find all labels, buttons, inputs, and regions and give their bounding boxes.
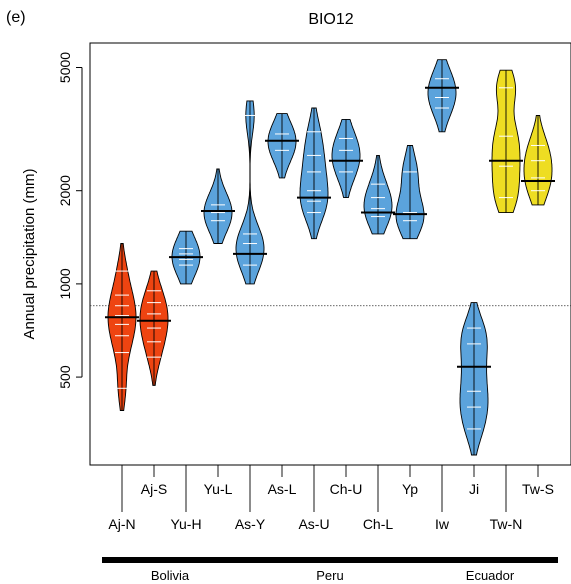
- plot-frame: [89, 42, 571, 466]
- group-bar-peru: [230, 557, 430, 563]
- group-bar-bolivia: [102, 557, 238, 563]
- bean-as-u: [297, 107, 331, 240]
- bean-tw-n: [489, 69, 523, 214]
- x-tick-label-aj-s: Aj-S: [141, 481, 167, 497]
- x-tick-label-ch-u: Ch-U: [330, 481, 363, 497]
- x-tick-label-iw: Iw: [435, 516, 450, 532]
- bean-aj-n: [105, 243, 139, 411]
- panel-label: (e): [6, 9, 26, 26]
- x-tick-label-ji: Ji: [469, 481, 479, 497]
- bean-aj-s: [137, 270, 171, 386]
- country-group-bars: Bolivia Peru Ecuador: [102, 557, 558, 583]
- group-label-ecuador: Ecuador: [466, 568, 515, 583]
- x-tick-label-yu-l: Yu-L: [204, 481, 233, 497]
- bean-yp: [393, 145, 427, 240]
- x-tick-label-as-l: As-L: [268, 481, 297, 497]
- bean-as-y: [233, 100, 267, 285]
- beans-layer: [105, 59, 555, 456]
- bean-yu-h: [169, 230, 203, 285]
- x-axis: Aj-N Aj-S Yu-H Yu-L As-Y As-L As-U Ch-U Ch-L Yp Iw…: [108, 465, 554, 532]
- bean-as-l: [265, 113, 299, 179]
- bean-ch-l: [361, 154, 395, 235]
- x-tick-label-yp: Yp: [402, 481, 418, 497]
- x-tick-label-aj-n: Aj-N: [108, 516, 135, 532]
- bean-yu-l: [201, 168, 235, 244]
- y-tick-label-5000: 5000: [57, 52, 73, 83]
- y-axis-label: Annual precipitation (mm): [21, 169, 38, 340]
- group-bar-ecuador: [422, 557, 558, 563]
- y-tick-label-1000: 1000: [57, 268, 73, 299]
- x-tick-label-yu-h: Yu-H: [170, 516, 201, 532]
- y-axis: 500 1000 2000 5000: [57, 52, 83, 389]
- chart-title: BIO12: [308, 11, 353, 28]
- bean-iw: [425, 59, 459, 133]
- x-tick-label-ch-l: Ch-L: [363, 516, 394, 532]
- x-tick-label-tw-n: Tw-N: [490, 516, 523, 532]
- y-tick-label-500: 500: [57, 365, 73, 389]
- bean-tw-s: [521, 115, 555, 206]
- y-tick-label-2000: 2000: [57, 175, 73, 206]
- x-tick-label-as-u: As-U: [298, 516, 329, 532]
- group-label-bolivia: Bolivia: [151, 568, 190, 583]
- bean-ji: [457, 302, 491, 456]
- group-label-peru: Peru: [316, 568, 343, 583]
- bean-ch-u: [329, 118, 363, 199]
- x-tick-label-tw-s: Tw-S: [522, 481, 554, 497]
- x-tick-label-as-y: As-Y: [235, 516, 266, 532]
